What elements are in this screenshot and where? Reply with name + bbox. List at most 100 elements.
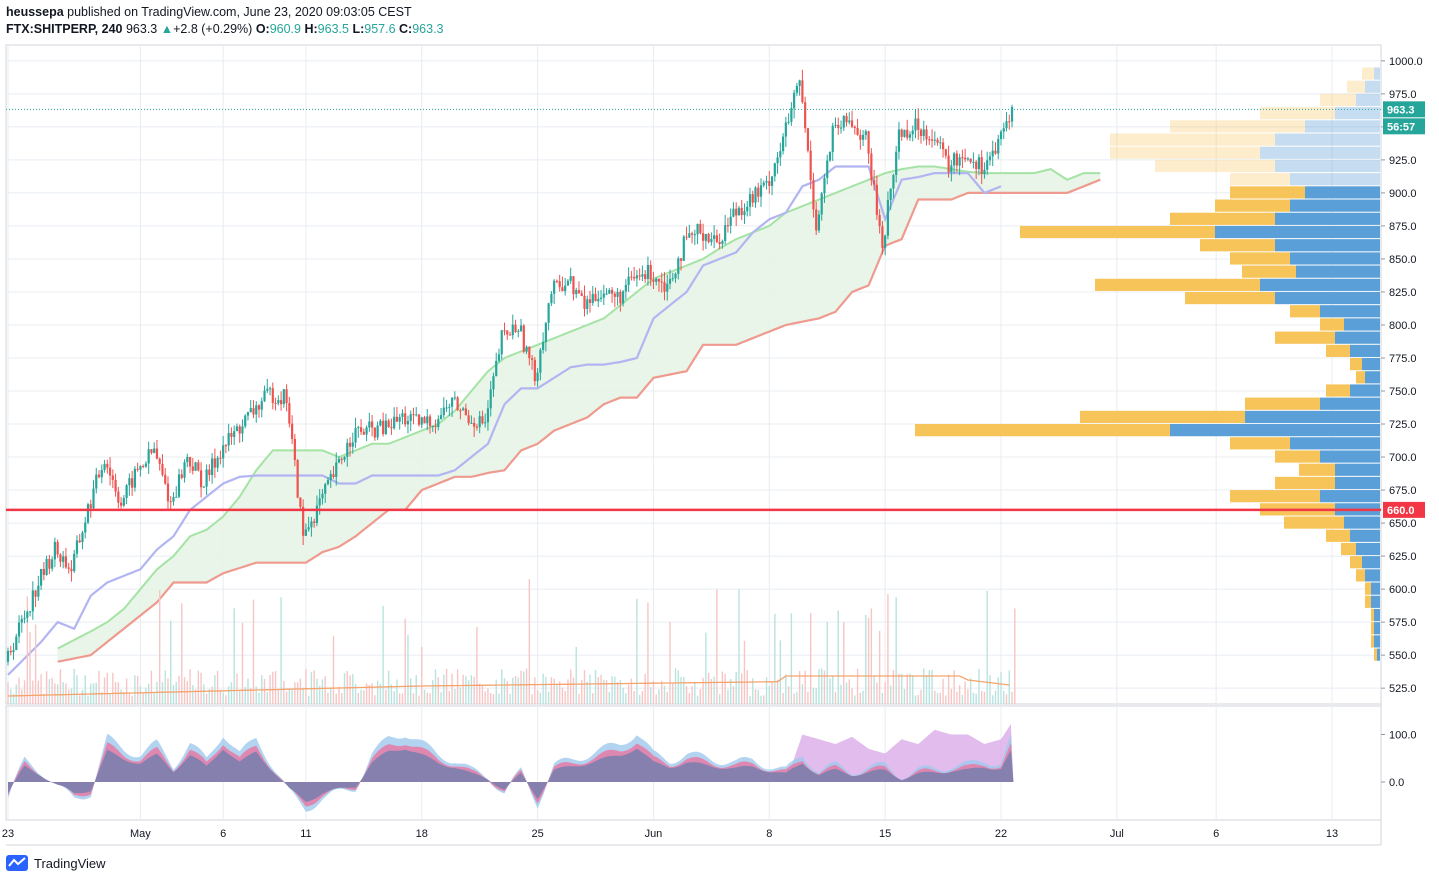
candle-body bbox=[735, 208, 738, 216]
volume-bar bbox=[895, 597, 897, 704]
candle-body bbox=[770, 176, 774, 186]
volume-profile-sell-bar bbox=[1275, 450, 1320, 463]
volume-profile-buy-bar bbox=[1215, 225, 1380, 239]
volume-bar bbox=[12, 693, 15, 704]
candle-body bbox=[779, 151, 782, 158]
volume-bar bbox=[710, 678, 713, 704]
volume-bar bbox=[200, 672, 202, 704]
candle-body bbox=[613, 293, 616, 297]
last-price: 963.3 bbox=[125, 22, 158, 36]
candle-body bbox=[897, 129, 901, 152]
candle-body bbox=[873, 180, 876, 185]
candle-body bbox=[652, 279, 655, 282]
volume-bar bbox=[470, 674, 473, 704]
candle-body bbox=[73, 553, 76, 572]
candle-body bbox=[9, 650, 12, 653]
volume-bar bbox=[724, 673, 726, 704]
volume-bar bbox=[536, 690, 539, 704]
volume-profile-sell-bar bbox=[1230, 490, 1320, 503]
high-label: H: bbox=[304, 22, 318, 36]
volume-bar bbox=[186, 681, 188, 704]
volume-profile-sell-bar bbox=[1320, 93, 1356, 107]
candle-body bbox=[404, 413, 407, 425]
author-name[interactable]: heussepa bbox=[6, 5, 64, 19]
candle-body bbox=[547, 303, 550, 323]
candle-body bbox=[798, 80, 801, 87]
candle-body bbox=[365, 427, 368, 435]
volume-bar bbox=[674, 668, 677, 704]
candle-body bbox=[75, 540, 79, 554]
candle-body bbox=[84, 522, 87, 533]
volume-bar bbox=[956, 691, 958, 704]
time-tick-label: 23 bbox=[2, 828, 14, 840]
volume-bar bbox=[600, 674, 602, 704]
candle-body bbox=[903, 129, 906, 137]
candle-body bbox=[257, 405, 261, 410]
volume-bar bbox=[84, 675, 86, 704]
candle-body bbox=[31, 590, 34, 612]
candle-body bbox=[260, 401, 263, 410]
volume-bar bbox=[219, 689, 222, 704]
candle-body bbox=[277, 400, 280, 404]
volume-bar bbox=[67, 689, 70, 704]
candle-body bbox=[398, 416, 401, 422]
volume-bar bbox=[313, 670, 315, 704]
candle-body bbox=[158, 458, 161, 464]
volume-profile-sell-bar bbox=[1365, 582, 1371, 595]
candle-body bbox=[679, 258, 683, 261]
candle-body bbox=[244, 415, 247, 427]
volume-bar bbox=[947, 674, 950, 704]
volume-bar bbox=[633, 691, 635, 704]
volume-bar bbox=[514, 676, 517, 704]
candle-body bbox=[131, 478, 134, 488]
volume-bar bbox=[658, 689, 660, 704]
volume-bar bbox=[54, 683, 56, 704]
volume-profile-sell-bar bbox=[1110, 146, 1260, 159]
candle-body bbox=[492, 376, 495, 390]
volume-profile-sell-bar bbox=[1275, 331, 1335, 344]
candle-body bbox=[812, 180, 815, 210]
candle-body bbox=[690, 233, 694, 235]
volume-bar bbox=[950, 688, 953, 704]
volume-bar bbox=[216, 670, 219, 704]
volume-bar bbox=[192, 685, 194, 704]
volume-bar bbox=[227, 686, 230, 704]
volume-profile bbox=[915, 67, 1380, 661]
volume-bar bbox=[307, 695, 310, 704]
candle-body bbox=[605, 293, 608, 295]
ichimoku-cloud bbox=[57, 166, 1101, 662]
candle-body bbox=[790, 108, 793, 122]
volume-bar bbox=[718, 694, 721, 704]
volume-bar bbox=[341, 693, 343, 704]
candle-body bbox=[62, 556, 65, 562]
candle-body bbox=[848, 120, 851, 123]
candle-body bbox=[999, 131, 1003, 140]
volume-profile-buy-bar bbox=[1290, 173, 1380, 186]
volume-bar bbox=[636, 598, 638, 704]
current-price-badge-bg bbox=[1383, 101, 1425, 118]
brand-name[interactable]: TradingView bbox=[34, 855, 106, 871]
volume-bar bbox=[677, 670, 679, 704]
candle-body bbox=[536, 372, 539, 382]
candle-body bbox=[721, 241, 724, 245]
volume-bar bbox=[980, 690, 983, 704]
volume-bar bbox=[205, 693, 208, 704]
candle-body bbox=[553, 280, 556, 294]
volume-bar bbox=[741, 673, 743, 704]
candle-body bbox=[577, 290, 581, 294]
candle-body bbox=[889, 188, 892, 201]
price-tick-label: 625.0 bbox=[1389, 551, 1417, 563]
candle-body bbox=[834, 124, 837, 126]
candle-body bbox=[348, 442, 352, 447]
change-arrow-icon: ▲ bbox=[160, 22, 174, 36]
candle-body bbox=[92, 488, 95, 509]
volume-bar bbox=[79, 695, 81, 704]
candle-body bbox=[591, 293, 594, 303]
candle-body bbox=[279, 400, 283, 405]
candle-body bbox=[633, 276, 636, 279]
candle-body bbox=[801, 80, 804, 103]
candle-body bbox=[539, 349, 542, 373]
volume-profile-buy-bar bbox=[1290, 437, 1380, 450]
price-tick-label: 600.0 bbox=[1389, 584, 1417, 596]
